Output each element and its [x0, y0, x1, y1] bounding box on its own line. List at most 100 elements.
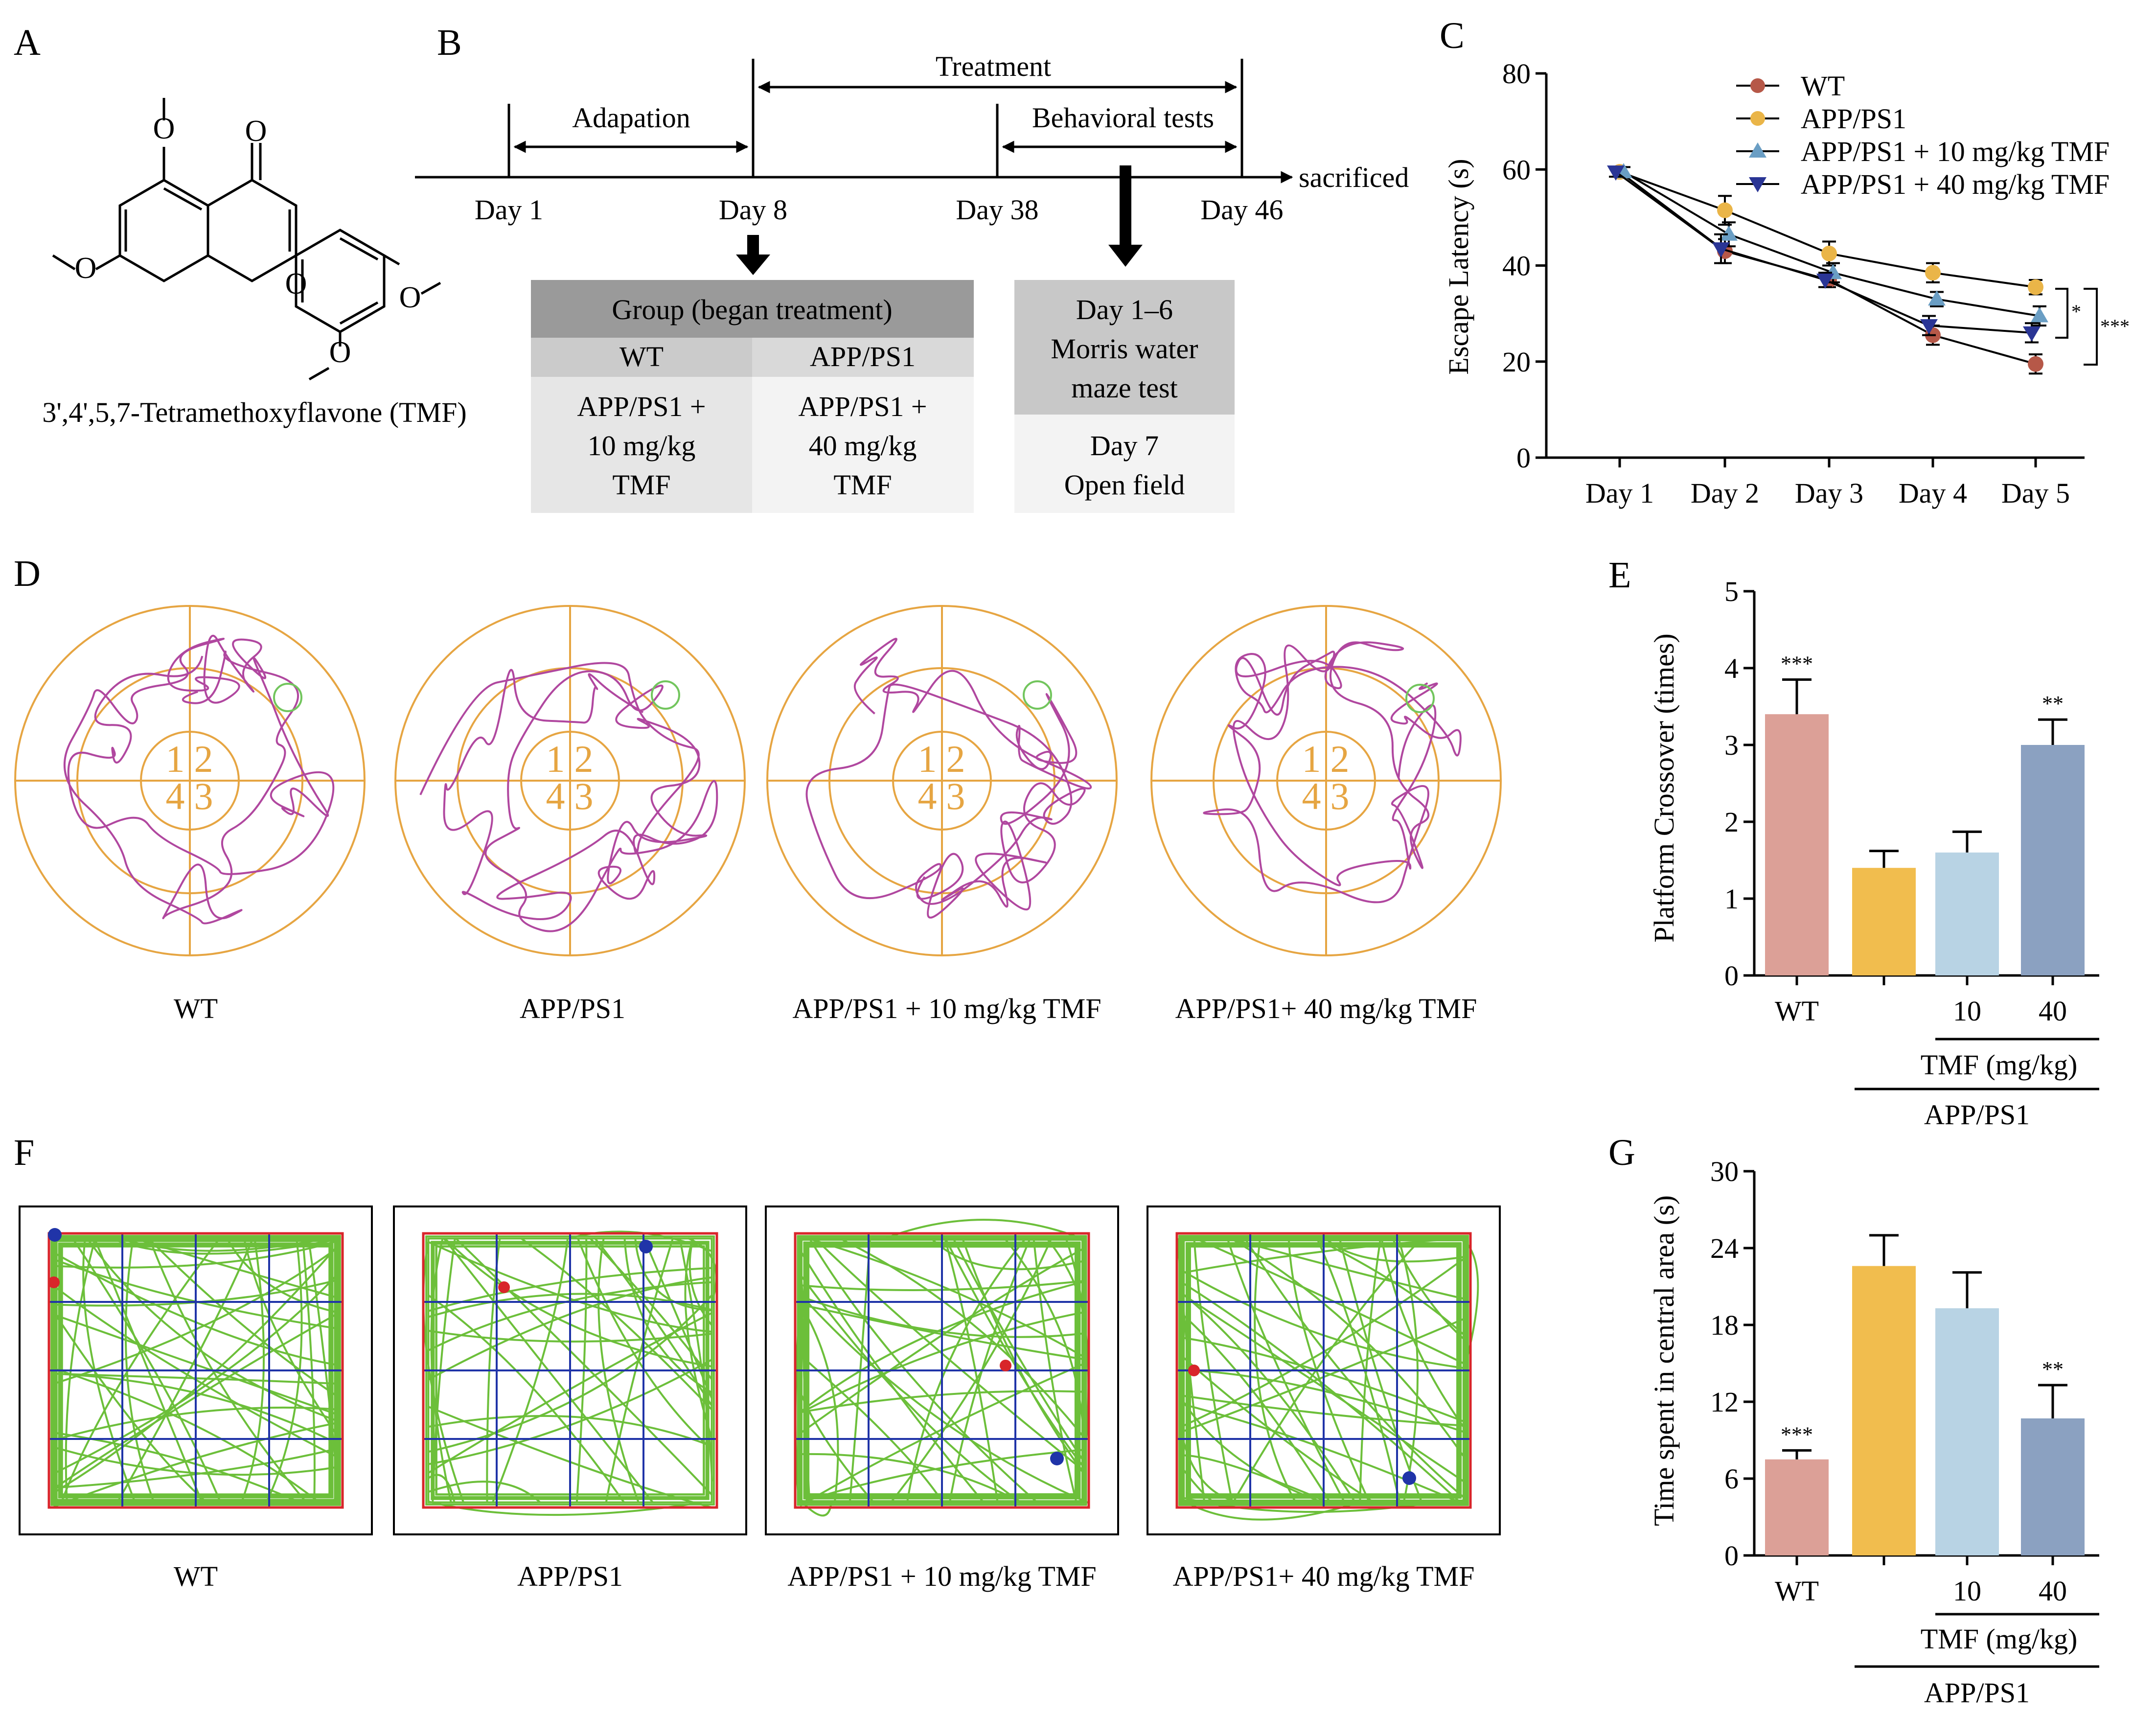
atom-o-label: O [153, 112, 175, 145]
data-point [1607, 165, 1625, 181]
water-maze-app: 1 24 3 [394, 605, 746, 956]
track-path [1181, 1256, 1467, 1428]
legend-marker-tmf10 [1749, 142, 1766, 158]
quadrant-number: 3 [574, 775, 594, 817]
track-path [1181, 1394, 1466, 1427]
track-path [86, 1237, 338, 1422]
track-path [1314, 1237, 1467, 1337]
legend-marker-tmf40 [1749, 177, 1766, 192]
platform-crossover-chart: Platform Crossover (times) TMF (mg/kg) A… [1648, 576, 2099, 1131]
track-path [1046, 1237, 1086, 1347]
group-table-header: Group (began treatment) [612, 294, 892, 325]
test-table: Day 1–6 Morris water maze test Day 7 Ope… [1014, 280, 1235, 513]
bar [2021, 745, 2085, 975]
quadrant-number: 4 [918, 775, 937, 817]
x-tick-label: 10 [1953, 1575, 1981, 1607]
y-tick-label: 5 [1724, 576, 1739, 607]
track-path [597, 1238, 640, 1503]
test-arrow [1108, 165, 1143, 267]
track-path [428, 1359, 712, 1465]
open-field-caption: WT [174, 1560, 218, 1592]
data-point [2028, 279, 2043, 295]
day-label: Day 8 [719, 194, 787, 226]
track-path [1181, 1398, 1324, 1504]
track-path [1181, 1434, 1243, 1504]
sig-star: *** [1781, 652, 1813, 676]
track-path [1181, 1292, 1356, 1504]
track-path [800, 1303, 1084, 1360]
water-maze-tmf40: 1 24 3 [1150, 605, 1502, 956]
bar [1935, 852, 1999, 975]
track-path [427, 1474, 456, 1503]
swim-path [805, 638, 1092, 919]
behavior-label: Behavioral tests [1032, 102, 1214, 134]
bar [2021, 1418, 2085, 1555]
y-tick-label: 18 [1710, 1309, 1739, 1341]
track-path [53, 1314, 338, 1416]
y-tick-label: 3 [1724, 729, 1739, 761]
track-path [53, 1251, 338, 1366]
data-point [2028, 356, 2043, 372]
maze-caption: APP/PS1 [520, 993, 625, 1024]
data-point [1821, 245, 1837, 261]
start-dot [1000, 1360, 1011, 1371]
maze-caption: WT [174, 993, 218, 1024]
maze-caption: APP/PS1 + 10 mg/kg TMF [792, 993, 1101, 1024]
x-tick-label: Day 1 [1585, 477, 1654, 509]
track-path [952, 1238, 1085, 1462]
track-path [520, 1237, 713, 1411]
x-tick-label: WT [1775, 1575, 1819, 1607]
track-path [1181, 1454, 1330, 1504]
track-path [679, 1238, 713, 1482]
track-path [800, 1295, 1084, 1338]
day-label: Day 46 [1200, 194, 1283, 226]
track-path [430, 1238, 452, 1503]
platform-crossover-ylabel: Platform Crossover (times) [1648, 633, 1680, 942]
track-path [1230, 1237, 1467, 1460]
atom-o-label: O [399, 281, 421, 314]
quadrant-number: 1 [546, 738, 565, 780]
panel-letter-a: A [14, 22, 41, 63]
track-path [1181, 1317, 1466, 1433]
quadrant-number: 1 [918, 738, 937, 780]
open-field-tmf10 [765, 1205, 1119, 1535]
track-path [623, 1238, 713, 1394]
track-path [885, 1219, 1084, 1241]
data-point [2031, 307, 2048, 323]
track-path [799, 1247, 1084, 1435]
legend-marker-app [1750, 111, 1765, 126]
end-dot [48, 1228, 62, 1242]
track-path [444, 1237, 712, 1367]
atom-o-label: O [329, 336, 351, 369]
track-path [799, 1293, 1088, 1504]
group-arrow [736, 235, 770, 275]
track-path [594, 1237, 713, 1407]
track-path [1380, 1238, 1467, 1431]
bar [1935, 1308, 1999, 1555]
y-tick-label: 0 [1724, 1540, 1739, 1572]
sig-star: *** [1781, 1422, 1813, 1446]
track-path [1181, 1313, 1331, 1504]
legend-label: APP/PS1 + 40 mg/kg TMF [1801, 168, 2110, 200]
y-tick-label: 60 [1502, 154, 1531, 185]
track-path [93, 1238, 203, 1503]
track-path [930, 1237, 1084, 1271]
group-col-app: APP/PS1 [810, 341, 916, 372]
quadrant-number: 3 [194, 775, 213, 817]
track-path [428, 1415, 712, 1447]
panel-letter-c: C [1440, 15, 1465, 56]
group-col-wt: WT [619, 341, 664, 372]
track-path [1228, 1237, 1466, 1300]
track-path [1193, 1238, 1234, 1503]
quadrant-number: 4 [166, 775, 185, 817]
track-path [53, 1247, 339, 1385]
legend-marker-wt [1750, 78, 1765, 93]
sacrificed-label: sacrificed [1299, 162, 1409, 193]
panel-letter-g: G [1608, 1132, 1635, 1173]
track-path [799, 1250, 985, 1504]
data-point [1720, 225, 1738, 241]
open-field-tmf40 [1147, 1205, 1501, 1535]
track-path [53, 1372, 338, 1385]
track-path [71, 1237, 222, 1503]
open-field-caption: APP/PS1+ 40 mg/kg TMF [1173, 1560, 1475, 1592]
